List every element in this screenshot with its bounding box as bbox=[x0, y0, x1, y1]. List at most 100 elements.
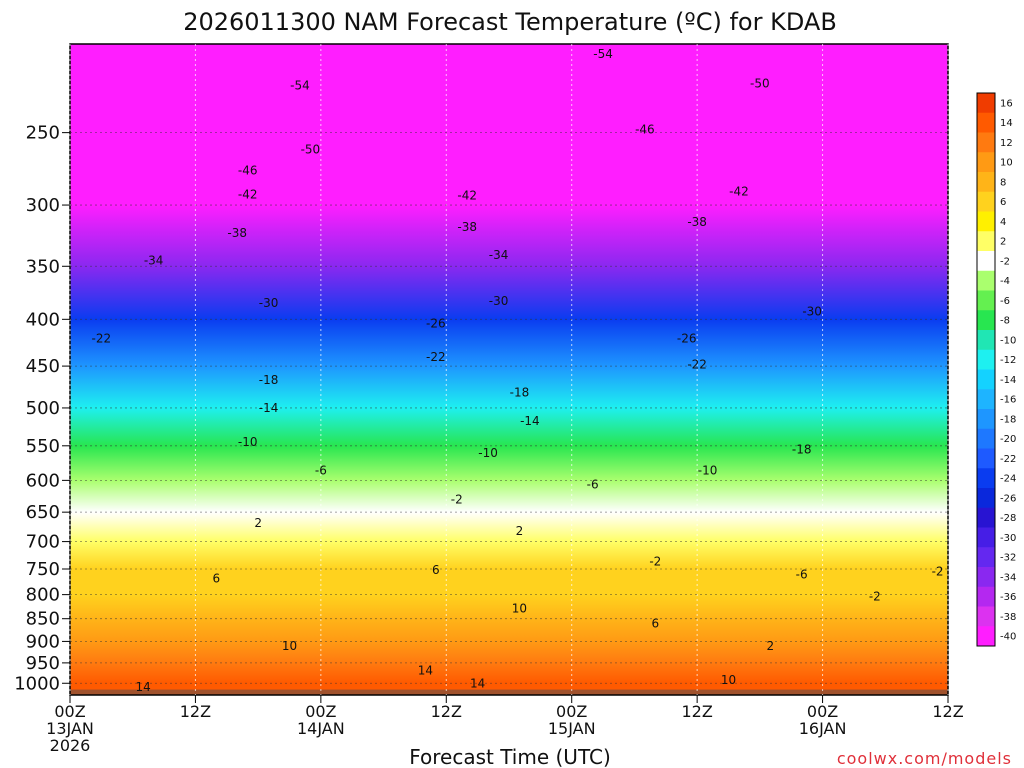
contour-label: -42 bbox=[238, 187, 258, 201]
contour-label: 14 bbox=[470, 676, 485, 690]
colorbar-label: -8 bbox=[1000, 316, 1010, 327]
colorbar-swatch bbox=[977, 290, 995, 311]
colorbar-label: -10 bbox=[1000, 335, 1016, 346]
colorbar-label: 8 bbox=[1000, 177, 1006, 188]
y-tick-label: 850 bbox=[26, 609, 60, 630]
y-tick-label: 350 bbox=[26, 256, 60, 277]
colorbar-label: -26 bbox=[1000, 493, 1016, 504]
colorbar-swatch bbox=[977, 507, 995, 528]
colorbar-label: -12 bbox=[1000, 355, 1016, 366]
contour-label: -38 bbox=[687, 215, 707, 229]
contour-label: 6 bbox=[213, 571, 221, 585]
colorbar-swatch bbox=[977, 310, 995, 331]
x-tick-label: 13JAN bbox=[46, 719, 94, 738]
y-tick-label: 1000 bbox=[14, 673, 60, 694]
y-tick-label: 400 bbox=[26, 309, 60, 330]
contour-label: 14 bbox=[418, 663, 433, 677]
colorbar-swatch bbox=[977, 330, 995, 351]
colorbar-swatch bbox=[977, 191, 995, 212]
x-tick-label: 00Z bbox=[305, 702, 336, 721]
colorbar-label: -40 bbox=[1000, 632, 1016, 643]
colorbar-swatch bbox=[977, 251, 995, 272]
colorbar-label: 2 bbox=[1000, 237, 1006, 248]
colorbar-swatch bbox=[977, 112, 995, 133]
contour-label: 10 bbox=[282, 639, 297, 653]
colorbar-swatch bbox=[977, 547, 995, 568]
contour-label: 6 bbox=[652, 616, 660, 630]
contour-label: -30 bbox=[489, 294, 509, 308]
contour-label: -18 bbox=[792, 442, 812, 456]
contour-label: -50 bbox=[750, 77, 770, 91]
x-tick-label: 12Z bbox=[180, 702, 211, 721]
contour-label: -22 bbox=[687, 357, 707, 371]
contour-label: -14 bbox=[520, 414, 540, 428]
x-tick-label: 00Z bbox=[54, 702, 85, 721]
colorbar-swatch bbox=[977, 349, 995, 370]
contour-label: -34 bbox=[144, 254, 164, 268]
x-tick-label: 16JAN bbox=[799, 719, 847, 738]
contour-label: -42 bbox=[457, 189, 477, 203]
contour-label: -46 bbox=[238, 163, 258, 177]
contour-label: 14 bbox=[136, 680, 151, 694]
contour-label: -42 bbox=[729, 185, 749, 199]
contour-label: -22 bbox=[426, 350, 446, 364]
colorbar-swatch bbox=[977, 428, 995, 449]
colorbar-swatch bbox=[977, 172, 995, 193]
colorbar-swatch bbox=[977, 409, 995, 430]
contour-label: 10 bbox=[512, 601, 527, 615]
contour-label: -2 bbox=[451, 493, 463, 507]
contour-label: -54 bbox=[593, 47, 613, 61]
y-tick-label: 450 bbox=[26, 356, 60, 377]
colorbar-label: -24 bbox=[1000, 474, 1016, 485]
colorbar-swatch bbox=[977, 93, 995, 114]
x-tick-label: 12Z bbox=[431, 702, 462, 721]
colorbar-swatch bbox=[977, 231, 995, 252]
colorbar-label: 14 bbox=[1000, 118, 1013, 129]
contour-label: -30 bbox=[259, 296, 279, 310]
colorbar-label: -4 bbox=[1000, 276, 1010, 287]
colorbar-label: -20 bbox=[1000, 434, 1016, 445]
contour-label: -2 bbox=[932, 565, 944, 579]
colorbar-label: -32 bbox=[1000, 553, 1016, 564]
colorbar-swatch bbox=[977, 211, 995, 232]
colorbar-swatch bbox=[977, 152, 995, 173]
x-axis-label: Forecast Time (UTC) bbox=[409, 745, 611, 768]
contour-label: -10 bbox=[238, 435, 258, 449]
contour-label: -6 bbox=[587, 477, 599, 491]
y-tick-label: 650 bbox=[26, 502, 60, 523]
contour-label: 6 bbox=[432, 563, 440, 577]
colorbar-label: 10 bbox=[1000, 158, 1013, 169]
contour-label: -46 bbox=[635, 122, 655, 136]
contour-label: -34 bbox=[489, 248, 509, 262]
colorbar-swatch bbox=[977, 626, 995, 647]
colorbar-label: -30 bbox=[1000, 533, 1016, 544]
contour-label: -10 bbox=[698, 463, 718, 477]
temperature-field bbox=[70, 44, 948, 695]
contour-label: 2 bbox=[516, 524, 524, 538]
colorbar-swatch bbox=[977, 448, 995, 469]
y-tick-label: 950 bbox=[26, 653, 60, 674]
colorbar-label: -14 bbox=[1000, 375, 1016, 386]
colorbar-label: -18 bbox=[1000, 414, 1016, 425]
contour-label: -6 bbox=[315, 463, 327, 477]
contour-labels: -54 -54 -50 -50 -46 -46 -42 -42 -42 -38 -38 -38 -34 -… bbox=[92, 47, 944, 694]
colorbar-label: -22 bbox=[1000, 454, 1016, 465]
contour-label: -14 bbox=[259, 401, 279, 415]
colorbar-label: 12 bbox=[1000, 138, 1013, 149]
colorbar-frame bbox=[976, 92, 996, 647]
contour-label: 2 bbox=[766, 639, 774, 653]
colorbar-label: -38 bbox=[1000, 612, 1016, 623]
contour-label: -54 bbox=[290, 78, 310, 92]
ground-surface bbox=[70, 689, 948, 695]
plot-area bbox=[69, 43, 949, 696]
colorbar-swatch bbox=[977, 567, 995, 588]
colorbar-swatch bbox=[977, 389, 995, 410]
contour-label: -18 bbox=[510, 386, 530, 400]
grid-lines bbox=[69, 44, 949, 695]
credit-text: coolwx.com/models bbox=[837, 749, 1012, 768]
contour-label: -30 bbox=[802, 304, 822, 318]
contour-label: -26 bbox=[677, 332, 697, 346]
contour-label: -2 bbox=[649, 555, 661, 569]
colorbar-label: -34 bbox=[1000, 572, 1016, 583]
